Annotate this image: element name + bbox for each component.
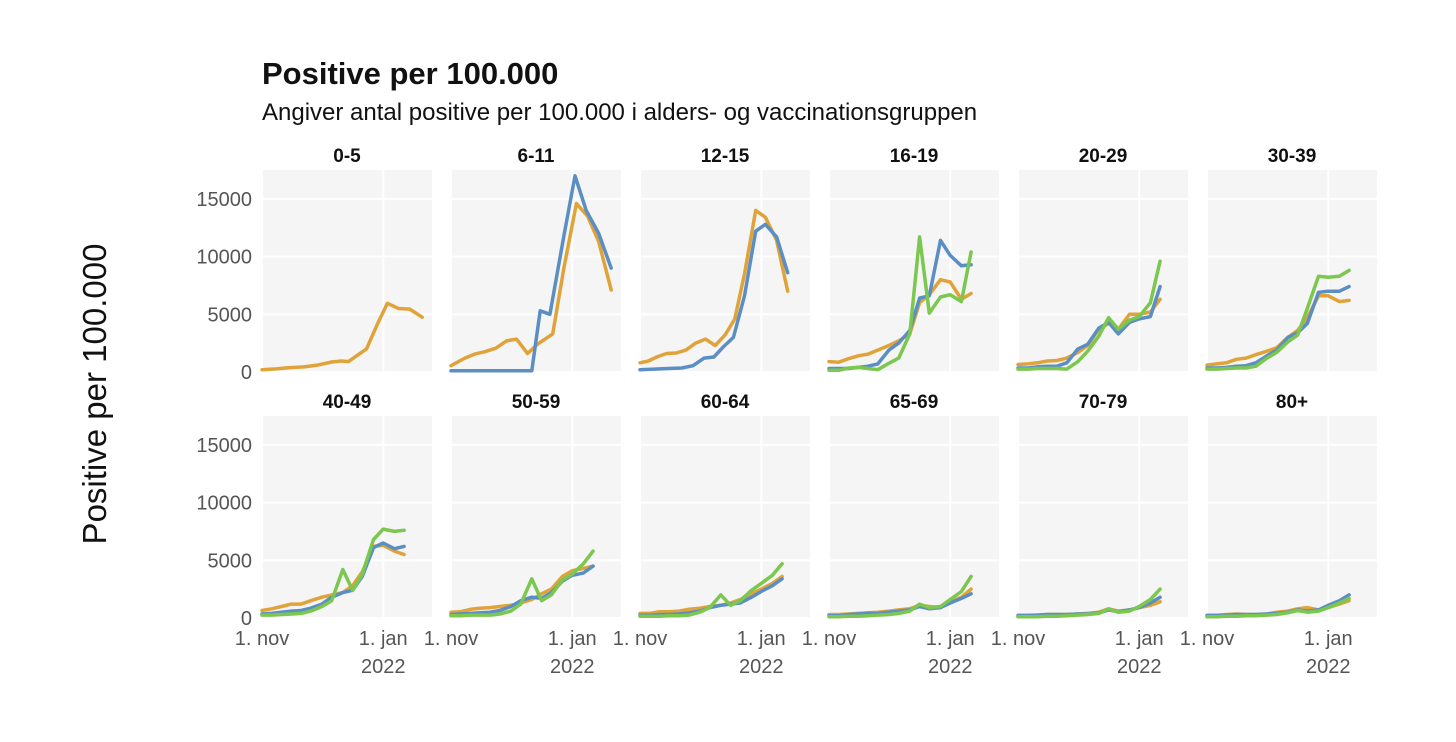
x-tick-label: 1. nov [802, 628, 856, 650]
x-tick-label-year: 2022 [550, 656, 595, 678]
facet-label: 60-64 [701, 392, 750, 413]
y-tick-label: 10000 [196, 493, 252, 515]
x-tick-label-year: 2022 [928, 656, 973, 678]
x-tick-label: 1. nov [235, 628, 289, 650]
series-line-green [827, 235, 973, 373]
facet-label: 30-39 [1268, 146, 1317, 167]
facet-label: 65-69 [890, 392, 939, 413]
panel-background [262, 170, 432, 372]
facet-panels: 0-5 0 5000 10000 15000 6-11 12-15 16-19 20-29 30-… [196, 146, 1377, 678]
panel-background [1207, 416, 1377, 618]
panel-background [829, 416, 999, 618]
chart-subtitle: Angiver antal positive per 100.000 i ald… [262, 99, 977, 126]
y-tick-label: 15000 [196, 189, 252, 211]
facet-panel-30-39: 30-39 [1205, 146, 1377, 373]
facet-panel-50-59: 50-59 1. nov 1. jan 2022 [424, 392, 621, 678]
facet-label: 6-11 [518, 146, 555, 167]
x-tick-label: 1. nov [991, 628, 1045, 650]
facet-panel-65-69: 65-69 1. nov 1. jan 2022 [802, 392, 999, 678]
facet-panel-80+: 80+ 1. nov 1. jan 2022 [1180, 392, 1377, 678]
x-tick-label: 1. jan [1304, 628, 1353, 650]
facet-panel-0-5: 0-5 0 5000 10000 15000 [196, 146, 432, 384]
series-line-blue [638, 222, 790, 372]
facet-label: 0-5 [333, 146, 361, 167]
series-line-blue [827, 592, 973, 618]
x-tick-label: 1. nov [613, 628, 667, 650]
panel-background [640, 416, 810, 618]
x-tick-label: 1. nov [424, 628, 478, 650]
facet-label: 50-59 [512, 392, 561, 413]
series-line-green [1205, 268, 1351, 371]
y-tick-label: 0 [241, 362, 252, 384]
series-line-blue [1016, 284, 1162, 370]
series-line-orange [449, 201, 613, 368]
facet-panel-60-64: 60-64 1. nov 1. jan 2022 [613, 392, 810, 678]
chart-title: Positive per 100.000 [262, 56, 558, 91]
facet-label: 40-49 [323, 392, 372, 413]
series-line-green [1205, 596, 1351, 619]
facet-label: 16-19 [890, 146, 939, 167]
x-tick-label-year: 2022 [1117, 656, 1162, 678]
panel-background [829, 170, 999, 372]
series-line-orange [260, 301, 424, 372]
facet-panel-6-11: 6-11 [449, 146, 621, 373]
panel-background [1207, 170, 1377, 372]
series-line-blue [449, 174, 613, 373]
x-tick-label-year: 2022 [1306, 656, 1351, 678]
x-tick-label: 1. jan [359, 628, 408, 650]
y-tick-label: 10000 [196, 247, 252, 269]
facet-panel-20-29: 20-29 [1016, 146, 1188, 373]
series-line-green [260, 527, 406, 617]
facet-label: 70-79 [1079, 392, 1128, 413]
x-tick-label: 1. jan [1115, 628, 1164, 650]
x-tick-label-year: 2022 [739, 656, 784, 678]
x-tick-label: 1. jan [737, 628, 786, 650]
series-line-orange [638, 208, 790, 365]
x-tick-label: 1. jan [926, 628, 975, 650]
x-tick-label: 1. jan [548, 628, 597, 650]
panel-background [1018, 416, 1188, 618]
series-line-green [638, 561, 784, 619]
y-tick-label: 15000 [196, 435, 252, 457]
facet-label: 80+ [1276, 392, 1308, 413]
panel-background [262, 416, 432, 618]
facet-panel-12-15: 12-15 [638, 146, 810, 373]
facet-panel-16-19: 16-19 [827, 146, 999, 373]
panel-background [1018, 170, 1188, 372]
series-line-green [1016, 259, 1162, 371]
facet-panel-40-49: 40-49 0 5000 10000 15000 1. nov 1. jan 2022 [196, 392, 432, 678]
x-tick-label: 1. nov [1180, 628, 1234, 650]
facet-panel-70-79: 70-79 1. nov 1. jan 2022 [991, 392, 1188, 678]
facet-label: 20-29 [1079, 146, 1128, 167]
x-tick-label-year: 2022 [361, 656, 406, 678]
facet-label: 12-15 [701, 146, 750, 167]
y-axis-label: Positive per 100.000 [76, 244, 113, 545]
y-tick-label: 5000 [208, 550, 253, 572]
series-line-green [827, 574, 973, 619]
series-line-green [1016, 587, 1162, 619]
y-tick-label: 5000 [208, 304, 253, 326]
y-tick-label: 0 [241, 608, 252, 630]
series-line-green [449, 549, 595, 618]
